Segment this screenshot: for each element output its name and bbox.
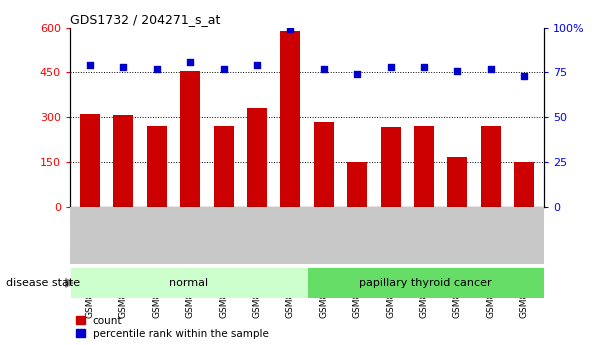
Point <box>252 62 262 68</box>
Bar <box>180 71 200 207</box>
FancyArrow shape <box>66 279 73 287</box>
Text: papillary thyroid cancer: papillary thyroid cancer <box>359 278 492 288</box>
Point <box>152 66 162 72</box>
Bar <box>347 161 367 207</box>
Legend: count, percentile rank within the sample: count, percentile rank within the sample <box>75 315 270 340</box>
Point <box>319 66 328 72</box>
Point <box>185 59 195 65</box>
Point <box>85 62 95 68</box>
Bar <box>314 122 334 207</box>
Bar <box>147 126 167 207</box>
Text: disease state: disease state <box>6 278 80 288</box>
Bar <box>447 157 468 207</box>
Point <box>119 64 128 70</box>
Point <box>385 64 395 70</box>
Point <box>219 66 229 72</box>
Bar <box>381 127 401 207</box>
Bar <box>414 126 434 207</box>
Bar <box>514 161 534 207</box>
Point <box>452 68 462 73</box>
Bar <box>113 115 133 207</box>
Bar <box>70 267 307 298</box>
Bar <box>481 126 501 207</box>
Text: GDS1732 / 204271_s_at: GDS1732 / 204271_s_at <box>70 13 220 27</box>
Point <box>519 73 529 79</box>
Bar <box>80 114 100 207</box>
Bar <box>213 126 233 207</box>
Point <box>286 27 295 32</box>
Text: normal: normal <box>169 278 208 288</box>
Point <box>486 66 496 72</box>
Bar <box>307 267 544 298</box>
Bar <box>247 108 267 207</box>
Point <box>419 64 429 70</box>
Point <box>352 71 362 77</box>
Bar <box>280 31 300 207</box>
